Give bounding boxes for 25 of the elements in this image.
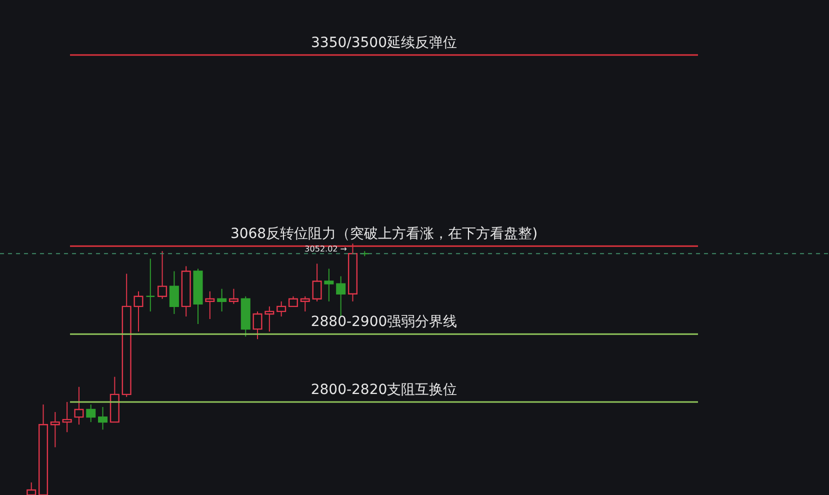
ref-line-label: 3350/3500延续反弹位	[311, 35, 457, 51]
candlestick	[228, 288, 238, 304]
ref-line-label: 2880-2900强弱分界线	[310, 314, 458, 330]
candlestick	[312, 263, 322, 302]
candlestick	[158, 250, 168, 300]
candlestick	[62, 401, 72, 433]
candlestick	[276, 300, 286, 317]
candlestick	[252, 310, 262, 340]
candlestick	[50, 412, 60, 448]
candlestick	[205, 290, 215, 320]
candlestick	[324, 268, 334, 302]
candlestick	[98, 406, 108, 430]
candlestick	[169, 270, 179, 314]
ref-line-label: 2800-2820支阻互换位	[310, 382, 458, 398]
candlestick	[217, 288, 227, 312]
candlestick	[86, 404, 96, 423]
candlestick	[300, 296, 310, 312]
candlestick	[146, 258, 156, 312]
candlestick	[288, 296, 298, 308]
ref-line-label: 3052.02 →	[304, 244, 348, 254]
candlestick	[74, 386, 84, 426]
candlestick	[336, 276, 346, 317]
candlestick	[264, 306, 274, 332]
ref-line-label: 3068反转位阻力（突破上方看涨，在下方看盘整)	[230, 226, 538, 242]
candlestick	[134, 290, 144, 332]
